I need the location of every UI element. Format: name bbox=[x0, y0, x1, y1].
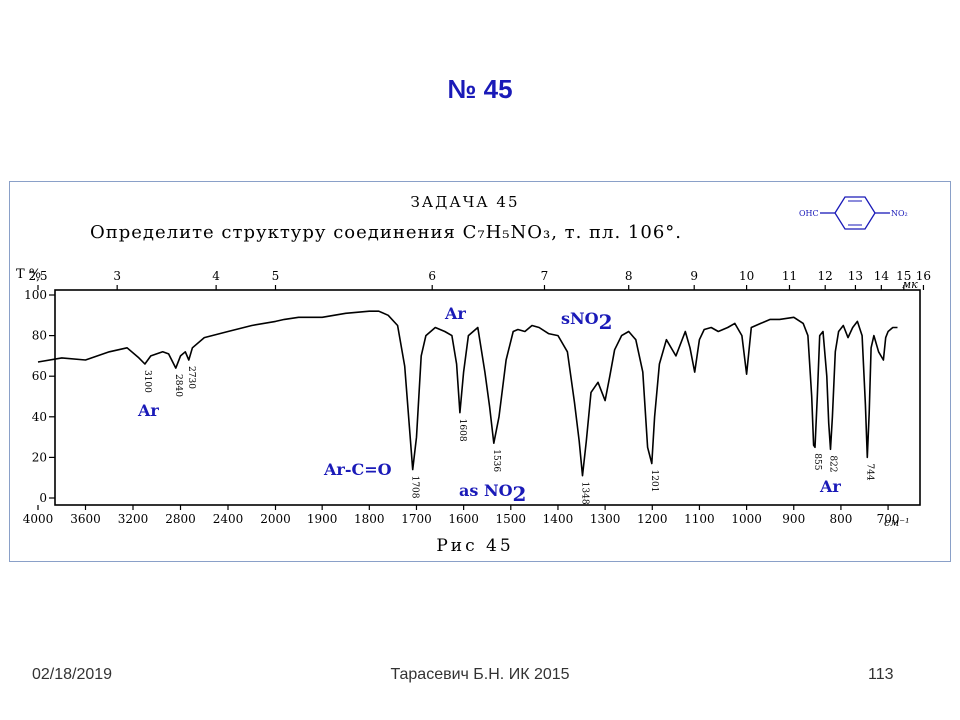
footer-page-number: 113 bbox=[868, 666, 894, 683]
peak-label: 1708 bbox=[410, 476, 420, 499]
y-tick-label: 0 bbox=[39, 491, 47, 505]
spectrum-line bbox=[37, 310, 898, 477]
bottom-tick-label: 1100 bbox=[684, 512, 715, 526]
y-tick-label: 20 bbox=[32, 450, 47, 464]
top-tick-label: 10 bbox=[739, 269, 754, 283]
structure-sketch: OHC NO₂ bbox=[799, 196, 908, 230]
top-tick-label: 6 bbox=[428, 269, 436, 283]
top-tick-label: 9 bbox=[690, 269, 698, 283]
band-annotation: Ar-C=O bbox=[323, 460, 392, 479]
y-tick-label: 100 bbox=[24, 288, 47, 302]
bottom-tick-label: 700 bbox=[877, 512, 900, 526]
band-annotation: Ar bbox=[819, 477, 841, 496]
bottom-tick-label: 1300 bbox=[590, 512, 621, 526]
top-tick-label: 12 bbox=[818, 269, 833, 283]
bottom-tick-label: 3600 bbox=[70, 512, 101, 526]
peak-label: 855 bbox=[812, 453, 822, 470]
top-tick-label: 3 bbox=[113, 269, 121, 283]
spectrum-figure: ЗАДАЧА 45 Определите структуру соединени… bbox=[9, 181, 951, 562]
peak-label: 1608 bbox=[457, 419, 467, 442]
spectrum-svg: ЗАДАЧА 45 Определите структуру соединени… bbox=[16, 193, 931, 556]
bottom-tick-label: 1800 bbox=[354, 512, 385, 526]
x-top-unit: мк bbox=[902, 278, 918, 291]
benzene-ring-icon bbox=[834, 196, 876, 230]
top-tick-label: 7 bbox=[541, 269, 549, 283]
footer-author: Тарасевич Б.Н. ИК 2015 bbox=[390, 666, 570, 683]
structure-label-right: NO₂ bbox=[891, 209, 908, 218]
figure-caption: Рис 45 bbox=[436, 536, 513, 556]
top-tick-label: 11 bbox=[782, 269, 797, 283]
peak-labels-layer: 3100 2840 2730 1708 1608 1536 1348 1201 855 822 74… bbox=[142, 366, 874, 505]
bottom-tick-label: 900 bbox=[782, 512, 805, 526]
band-annotations-layer: Ar Ar sNO2 Ar-C=O as NO2 Ar bbox=[137, 304, 841, 506]
bottom-tick-label: 2000 bbox=[260, 512, 291, 526]
task-heading: ЗАДАЧА 45 bbox=[410, 193, 519, 211]
y-axis-label: T % bbox=[16, 267, 41, 282]
plot-frame bbox=[54, 289, 921, 506]
top-tick-label: 2,5 bbox=[28, 269, 47, 283]
structure-label-left: OHC bbox=[799, 209, 819, 218]
peak-label: 1348 bbox=[580, 482, 590, 505]
peak-label: 2730 bbox=[186, 366, 196, 389]
y-tick-label: 60 bbox=[32, 369, 47, 383]
spectrum-curve-layer bbox=[37, 310, 898, 477]
bottom-tick-label: 4000 bbox=[23, 512, 54, 526]
bottom-tick-label: 3200 bbox=[118, 512, 149, 526]
peak-label: 3100 bbox=[142, 370, 152, 393]
y-axis: 100 80 60 40 20 0 bbox=[24, 288, 55, 505]
top-tick-label: 4 bbox=[212, 269, 220, 283]
bottom-tick-label: 1700 bbox=[401, 512, 432, 526]
bottom-tick-label: 1600 bbox=[448, 512, 479, 526]
top-tick-label: 5 bbox=[272, 269, 280, 283]
peak-label: 1536 bbox=[491, 449, 501, 472]
peak-label: 744 bbox=[864, 463, 874, 480]
bottom-tick-label: 800 bbox=[829, 512, 852, 526]
top-tick-label: 8 bbox=[625, 269, 633, 283]
top-tick-label: 13 bbox=[848, 269, 863, 283]
bottom-tick-label: 1900 bbox=[307, 512, 338, 526]
bottom-tick-label: 1500 bbox=[496, 512, 527, 526]
peak-label: 1201 bbox=[649, 470, 659, 493]
x-bottom-unit: см⁻¹ bbox=[884, 516, 910, 529]
bottom-tick-label: 2400 bbox=[213, 512, 244, 526]
band-annotation: Ar bbox=[444, 304, 466, 323]
task-text: Определите структуру соединения C₇H₅NO₃,… bbox=[90, 222, 682, 243]
peak-label: 2840 bbox=[173, 374, 183, 397]
bottom-tick-label: 1400 bbox=[543, 512, 574, 526]
footer-date: 02/18/2019 bbox=[32, 666, 113, 683]
bottom-tick-label: 1200 bbox=[637, 512, 668, 526]
band-annotation: Ar bbox=[137, 401, 159, 420]
bottom-axis: 4000 3600 3200 2800 2400 2000 1900 1800 1700 1600… bbox=[23, 505, 900, 526]
top-tick-label: 16 bbox=[916, 269, 931, 283]
slide-title: № 45 bbox=[447, 74, 513, 104]
peak-label: 822 bbox=[828, 455, 838, 472]
top-tick-label: 15 bbox=[896, 269, 911, 283]
top-axis: 2,5 3 4 5 6 7 8 9 10 11 12 13 14 15 16 bbox=[28, 269, 931, 290]
band-annotation: sNO2 bbox=[561, 309, 613, 334]
band-annotation: as NO2 bbox=[459, 481, 526, 506]
top-tick-label: 14 bbox=[874, 269, 890, 283]
bottom-tick-label: 2800 bbox=[165, 512, 196, 526]
y-tick-label: 40 bbox=[32, 410, 47, 424]
y-tick-label: 80 bbox=[32, 329, 47, 343]
bottom-tick-label: 1000 bbox=[731, 512, 762, 526]
